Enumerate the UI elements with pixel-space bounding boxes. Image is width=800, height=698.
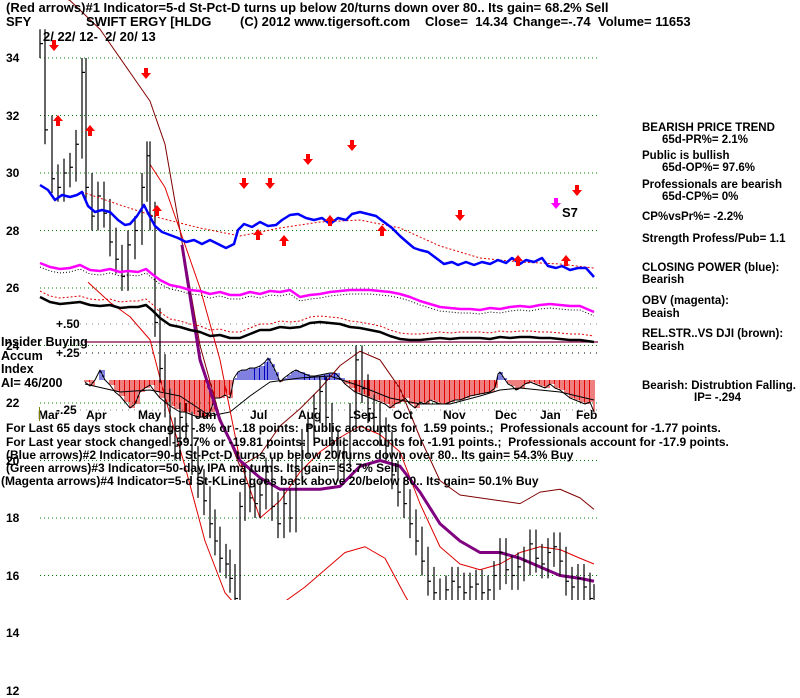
x-tick-label: Mar <box>38 408 60 422</box>
x-tick-label: Jul <box>250 408 268 422</box>
moving-average <box>180 244 595 583</box>
relstr-ma <box>39 290 595 337</box>
y-tick-label: 22 <box>6 396 20 410</box>
x-tick-label: Jan <box>540 408 561 422</box>
y-tick-label: 20 <box>6 453 20 468</box>
footer-65-day-summary: For Last 65 days stock changed -.8% or -… <box>6 421 721 435</box>
ai-value-label: AI= 46/200 <box>1 376 63 390</box>
plus-50-label: +.50 <box>56 317 80 331</box>
lower-band <box>87 281 409 600</box>
professionals-status: Professionals are bearish <box>642 179 782 191</box>
y-tick-label: 34 <box>6 51 20 65</box>
mid-band <box>149 164 595 571</box>
indicator-3-line: (Green arrows)#3 Indicator=50-day IPA ma… <box>6 461 398 475</box>
footer-year-summary: For Last year stock changed -59.7% or -1… <box>6 435 729 449</box>
up-arrow-icon <box>253 229 263 240</box>
upper-band <box>67 0 595 510</box>
x-tick-label: Nov <box>443 408 466 422</box>
y-tick-label: 28 <box>6 223 20 238</box>
stock-chart <box>39 0 598 600</box>
close-value: Close= 14.34 <box>425 14 508 29</box>
up-arrow-icon <box>152 205 162 216</box>
ticker-symbol: SFY <box>6 14 32 29</box>
public-status: Public is bullish <box>642 150 730 162</box>
relstr-status: Bearish <box>642 341 685 353</box>
company-name: SWIFT ERGY [HLDG <box>86 14 212 29</box>
obv-label: OBV (magenta): <box>642 295 729 307</box>
y-tick-label: 18 <box>6 511 20 525</box>
x-tick-label: Apr <box>86 408 107 422</box>
ai-status: Bearish: Distrubtion Falling. <box>642 380 796 392</box>
up-arrow-icon <box>85 125 95 136</box>
down-arrow-icon <box>265 178 275 189</box>
cp-value: 65d-CP%= 0% <box>662 191 739 203</box>
change-value: Change=-.74 <box>513 14 591 29</box>
x-tick-label: May <box>138 408 162 422</box>
up-arrow-icon <box>325 215 335 226</box>
chart-series <box>39 0 595 600</box>
down-arrow-icon <box>347 140 357 151</box>
obv-ma <box>39 266 595 317</box>
indicator-4-line: (Magenta arrows)#4 Indicator=5-d St-KLin… <box>1 474 539 488</box>
trend-title: BEARISH PRICE TREND <box>642 122 775 134</box>
y-tick-label: 24 <box>6 338 20 353</box>
strength-value: Strength Profess/Pub= 1.1 <box>642 233 786 245</box>
signal-arrows <box>49 40 582 266</box>
y-tick-label: 30 <box>6 166 20 180</box>
x-tick-label: Oct <box>393 408 414 422</box>
down-arrow-icon <box>239 178 249 189</box>
x-tick-label: Feb <box>576 408 598 422</box>
up-arrow-icon <box>279 235 289 246</box>
y-tick-label: 26 <box>6 281 20 295</box>
obv-status: Beaish <box>642 308 680 320</box>
accum-label: Accum <box>1 349 43 363</box>
relstr-line <box>39 295 595 344</box>
cursor-marker <box>39 407 40 421</box>
x-tick-label: Dec <box>495 408 518 422</box>
index-label: Index <box>1 362 34 376</box>
relstr-label: REL.STR..VS DJI (brown): <box>642 328 784 340</box>
x-tick-label: Jun <box>195 408 217 422</box>
ai-ma-line <box>84 375 595 417</box>
closing-power-line <box>39 183 595 278</box>
pr-value: 65d-PR%= 2.1% <box>662 134 748 146</box>
y-tick-label: 16 <box>6 568 20 583</box>
down-arrow-icon <box>572 185 582 196</box>
indicator-1-line: (Red arrows)#1 Indicator=5-d St-Pct-D tu… <box>6 0 609 15</box>
cp-vs-pr-value: CP%vsPr%= -2.2% <box>642 211 744 223</box>
down-arrow-icon <box>303 154 313 165</box>
up-arrow-icon <box>513 255 523 266</box>
insider-buying-label: Insider Buying <box>1 335 88 349</box>
closing-power-status: Bearish <box>642 274 685 286</box>
minus-25-label: -.25 <box>56 403 77 417</box>
y-tick-label: 12 <box>6 683 20 698</box>
closing-power-ma <box>81 191 595 269</box>
date-range: 2/ 22/ 12- 2/ 20/ 13 <box>43 29 156 44</box>
copyright: (C) 2012 www.tigersoft.com <box>240 14 410 29</box>
s7-annotation: S7 <box>562 205 578 220</box>
down-arrow-icon <box>49 40 59 51</box>
y-tick-label: 14 <box>6 626 20 640</box>
op-value: 65d-OP%= 97.6% <box>662 162 756 174</box>
down-arrow-icon <box>141 68 151 79</box>
indicator-2-line: (Blue arrows)#2 Indicator=90-d St-Pct-D … <box>6 448 574 462</box>
down-arrow-icon <box>551 198 561 209</box>
x-tick-label: Aug <box>298 408 322 422</box>
down-arrow-icon <box>455 210 465 221</box>
price-grid <box>40 57 598 576</box>
up-arrow-icon <box>53 115 63 126</box>
up-arrow-icon <box>561 255 571 266</box>
plus-25-label: +.25 <box>56 346 80 360</box>
closing-power-label: CLOSING POWER (blue): <box>642 262 780 274</box>
ip-value: IP= -.294 <box>694 392 741 404</box>
ai-line <box>84 357 595 418</box>
volume-value: Volume= 11653 <box>598 14 691 29</box>
x-tick-label: Sep <box>353 408 376 422</box>
y-tick-label: 32 <box>6 108 20 123</box>
up-arrow-icon <box>377 225 387 236</box>
obv-line <box>39 261 595 314</box>
